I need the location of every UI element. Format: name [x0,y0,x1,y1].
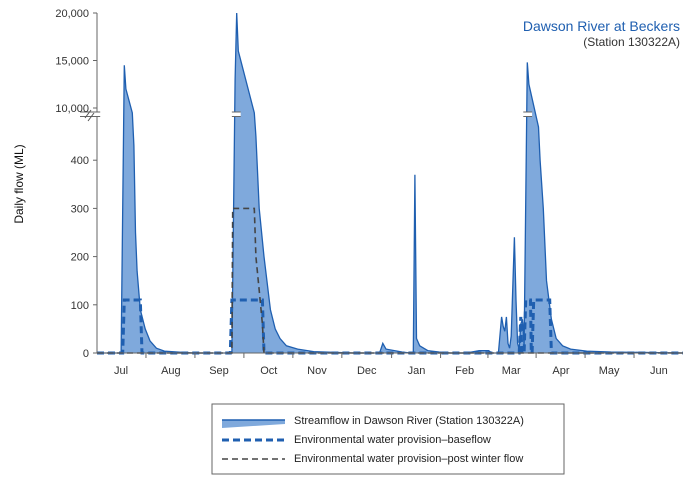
baseflow-line [97,298,683,355]
streamflow-area [97,13,683,353]
y-tick-label: 400 [71,155,89,167]
y-tick-label: 10,000 [55,103,89,115]
axis-break-slash [84,109,92,119]
x-tick-label: Apr [552,365,569,377]
legend-label: Environmental water provision–baseflow [294,434,491,446]
x-tick-label: Sep [209,365,229,377]
y-axis-label: Daily flow (ML) [12,144,26,223]
y-tick-label: 0 [83,348,89,360]
y-tick-label: 100 [71,300,89,312]
legend-label: Environmental water provision–post winte… [294,453,523,465]
axis-break-gap [523,112,533,116]
x-tick-label: Mar [502,365,521,377]
chart-subtitle: (Station 130322A) [583,35,680,49]
legend: Streamflow in Dawson River (Station 1303… [211,403,565,475]
y-tick-label: 200 [71,252,89,264]
x-tick-label: Feb [455,365,474,377]
x-tick-label: Jan [408,365,426,377]
axis-break-gap [80,112,101,116]
x-tick-label: Jun [650,365,668,377]
x-tick-label: May [599,365,620,377]
streamflow-line [97,12,684,354]
x-tick-label: Nov [307,365,327,377]
axis-break-gap [231,112,241,116]
legend-label: Streamflow in Dawson River (Station 1303… [294,415,524,427]
x-tick-label: Aug [161,365,181,377]
y-tick-label: 15,000 [55,56,89,68]
axes-layer: 0 100 200 300 400 10,000 15,000 20,000 Jul Aug Sep… [55,8,683,377]
x-tick-label: Dec [357,365,377,377]
post-winter-flow-line [97,207,683,354]
x-tick-label: Jul [114,365,128,377]
chart-title: Dawson River at Beckers [523,18,680,34]
legend-swatch-streamflow [222,420,285,428]
axis-break-slash [87,112,95,122]
y-tick-label: 300 [71,203,89,215]
x-tick-label: Oct [260,365,277,377]
series-layer [97,12,684,355]
y-tick-label: 20,000 [55,8,89,20]
